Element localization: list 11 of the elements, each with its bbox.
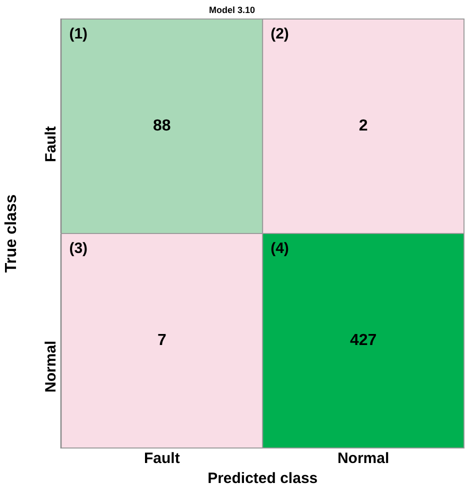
y-axis-title: True class xyxy=(3,194,20,273)
data-label: 7 xyxy=(157,332,166,350)
annotation: (2) xyxy=(270,26,289,43)
data-label: 427 xyxy=(350,332,377,350)
annotation: (3) xyxy=(69,240,88,258)
data-label: 2 xyxy=(358,118,368,135)
annotation: (4) xyxy=(270,240,289,258)
chart-title: Model 3.10 xyxy=(208,5,256,16)
data-label: 88 xyxy=(153,118,171,135)
annotation: (1) xyxy=(69,26,88,43)
x-axis-title: Predicted class xyxy=(208,470,318,488)
